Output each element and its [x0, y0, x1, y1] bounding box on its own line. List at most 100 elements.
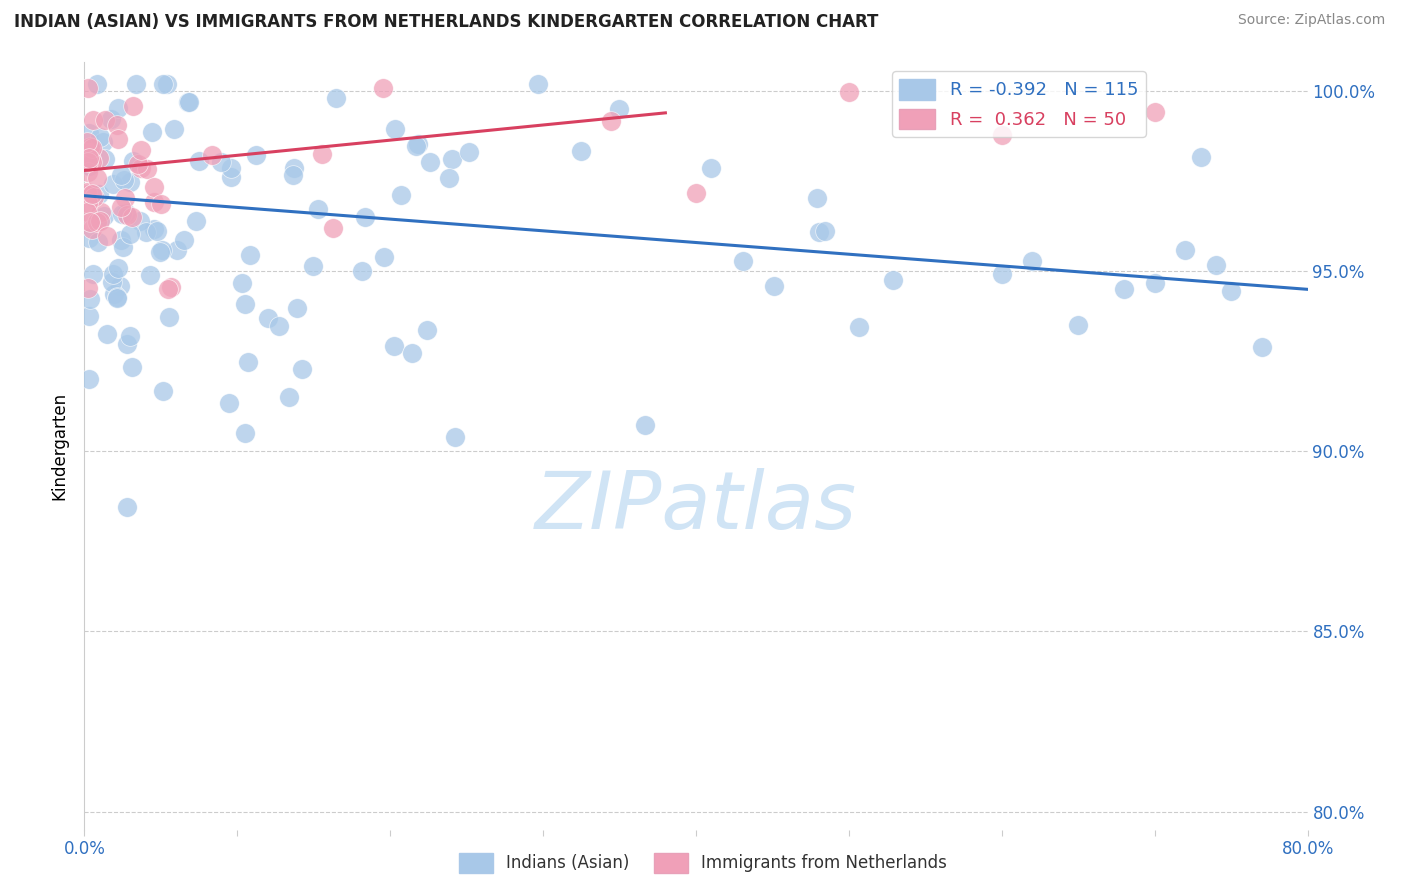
Point — [136, 162, 159, 177]
Point — [406, 136, 429, 151]
Point — [77, 165, 100, 179]
Point — [127, 157, 149, 171]
Point — [89, 214, 111, 228]
Point — [731, 253, 754, 268]
Point — [93, 113, 115, 128]
Point — [86, 170, 108, 185]
Point — [221, 169, 243, 184]
Point — [143, 179, 166, 194]
Point — [236, 354, 259, 368]
Point — [307, 202, 329, 216]
Point — [80, 222, 103, 236]
Point — [115, 337, 138, 351]
Point — [150, 197, 173, 211]
Point — [389, 188, 412, 202]
Point — [93, 209, 115, 223]
Legend: Indians (Asian), Immigrants from Netherlands: Indians (Asian), Immigrants from Netherl… — [453, 847, 953, 880]
Point — [125, 77, 148, 91]
Point — [76, 186, 98, 201]
Point — [527, 77, 550, 91]
Point — [118, 329, 141, 343]
Point — [96, 228, 118, 243]
Point — [179, 95, 201, 109]
Point — [77, 371, 100, 385]
Point — [118, 227, 141, 241]
Point — [122, 99, 145, 113]
Point — [458, 145, 481, 159]
Point — [101, 177, 124, 191]
Point — [1143, 105, 1166, 120]
Point — [371, 80, 394, 95]
Point — [89, 130, 111, 145]
Point — [159, 279, 181, 293]
Point — [76, 185, 98, 199]
Point — [405, 138, 427, 153]
Point — [1189, 150, 1212, 164]
Point — [290, 361, 312, 376]
Point — [110, 168, 132, 182]
Point — [93, 135, 115, 149]
Point — [79, 292, 101, 306]
Point — [76, 80, 98, 95]
Point — [209, 155, 232, 169]
Point — [814, 224, 837, 238]
Point — [107, 260, 129, 275]
Point — [607, 103, 630, 117]
Point — [129, 161, 152, 176]
Text: ZIPatlas: ZIPatlas — [534, 468, 858, 547]
Point — [77, 281, 100, 295]
Point — [79, 140, 101, 154]
Point — [285, 301, 308, 315]
Point — [152, 77, 174, 91]
Point — [1205, 258, 1227, 272]
Point — [82, 187, 104, 202]
Point — [201, 148, 224, 162]
Point — [838, 85, 860, 99]
Point — [685, 186, 707, 200]
Point — [122, 154, 145, 169]
Point — [991, 267, 1014, 281]
Point — [108, 279, 131, 293]
Point — [441, 152, 464, 166]
Point — [83, 190, 105, 204]
Point — [634, 418, 657, 433]
Point — [599, 114, 621, 128]
Point — [79, 152, 101, 166]
Point — [245, 148, 267, 162]
Point — [173, 233, 195, 247]
Point — [283, 168, 305, 182]
Y-axis label: Kindergarten: Kindergarten — [51, 392, 69, 500]
Point — [87, 186, 110, 201]
Point — [256, 311, 278, 326]
Point — [806, 191, 828, 205]
Point — [79, 152, 101, 166]
Point — [105, 118, 128, 132]
Point — [100, 112, 122, 126]
Text: INDIAN (ASIAN) VS IMMIGRANTS FROM NETHERLANDS KINDERGARTEN CORRELATION CHART: INDIAN (ASIAN) VS IMMIGRANTS FROM NETHER… — [14, 13, 879, 31]
Point — [82, 112, 104, 127]
Point — [150, 243, 173, 257]
Point — [373, 251, 395, 265]
Point — [569, 144, 592, 158]
Point — [416, 323, 439, 337]
Point — [143, 194, 166, 209]
Point — [1250, 340, 1272, 354]
Point — [807, 225, 830, 239]
Point — [283, 161, 305, 175]
Point — [384, 122, 406, 136]
Point — [79, 215, 101, 229]
Point — [77, 159, 100, 173]
Point — [129, 214, 152, 228]
Point — [233, 297, 256, 311]
Point — [80, 154, 103, 169]
Point — [82, 141, 104, 155]
Point — [1220, 284, 1243, 298]
Point — [101, 267, 124, 281]
Point — [700, 161, 723, 176]
Point — [352, 264, 374, 278]
Point — [77, 126, 100, 140]
Point — [114, 190, 136, 204]
Point — [166, 243, 188, 257]
Point — [401, 346, 423, 360]
Point — [1114, 282, 1136, 296]
